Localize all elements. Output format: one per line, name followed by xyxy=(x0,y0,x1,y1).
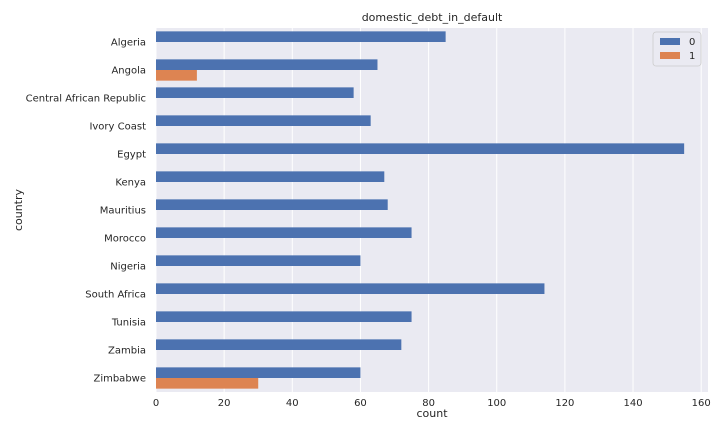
legend-swatch-1 xyxy=(660,52,680,59)
y-tick-label: South Africa xyxy=(85,290,146,301)
x-axis-label: count xyxy=(416,407,448,420)
bar-0-tunisia xyxy=(156,311,412,322)
x-tick-label: 160 xyxy=(692,398,711,409)
legend-swatch-0 xyxy=(660,38,680,45)
x-tick-label: 140 xyxy=(623,398,642,409)
x-tick-label: 20 xyxy=(218,398,231,409)
x-tick-label: 80 xyxy=(422,398,435,409)
y-tick-label: Algeria xyxy=(111,38,146,49)
y-axis-label: country xyxy=(12,188,25,231)
bar-0-morocco xyxy=(156,227,412,238)
bar-0-ivory-coast xyxy=(156,115,371,126)
y-tick-label: Central African Republic xyxy=(26,94,146,105)
bar-0-zambia xyxy=(156,339,402,350)
x-tick-label: 60 xyxy=(354,398,367,409)
y-tick-label: Morocco xyxy=(104,234,146,245)
x-tick-label: 120 xyxy=(555,398,574,409)
bar-0-south-africa xyxy=(156,283,545,294)
bar-0-nigeria xyxy=(156,255,361,266)
bar-0-mauritius xyxy=(156,199,388,210)
y-tick-label: Nigeria xyxy=(110,262,146,273)
bar-1-zimbabwe xyxy=(156,378,259,389)
x-tick-label: 100 xyxy=(487,398,506,409)
x-tick-label: 0 xyxy=(153,398,159,409)
x-tick-label: 40 xyxy=(286,398,299,409)
y-tick-label: Egypt xyxy=(117,150,146,161)
y-tick-label: Tunisia xyxy=(111,318,146,329)
legend-label-0: 0 xyxy=(689,37,695,48)
y-tick-label: Angola xyxy=(111,66,146,77)
legend: 01 xyxy=(652,31,702,67)
y-tick-label: Mauritius xyxy=(100,206,146,217)
bars xyxy=(156,31,685,389)
legend-label-1: 1 xyxy=(689,51,695,62)
y-tick-label: Zimbabwe xyxy=(93,374,146,385)
bar-1-angola xyxy=(156,70,197,81)
y-tick-label: Ivory Coast xyxy=(89,122,146,133)
chart-title: domestic_debt_in_default xyxy=(362,11,503,24)
bar-0-central-african-republic xyxy=(156,87,354,98)
bar-0-egypt xyxy=(156,143,685,154)
y-tick-label: Zambia xyxy=(108,346,146,357)
y-tick-label: Kenya xyxy=(115,178,146,189)
bar-0-zimbabwe xyxy=(156,367,361,378)
y-tick-labels: Algeria Angola Central African Republic Ivo… xyxy=(26,38,146,385)
bar-0-kenya xyxy=(156,171,385,182)
x-tick-labels: 0 20 40 60 80 100 120 140 160 xyxy=(153,398,711,409)
bar-0-angola xyxy=(156,59,378,70)
bar-0-algeria xyxy=(156,31,446,42)
